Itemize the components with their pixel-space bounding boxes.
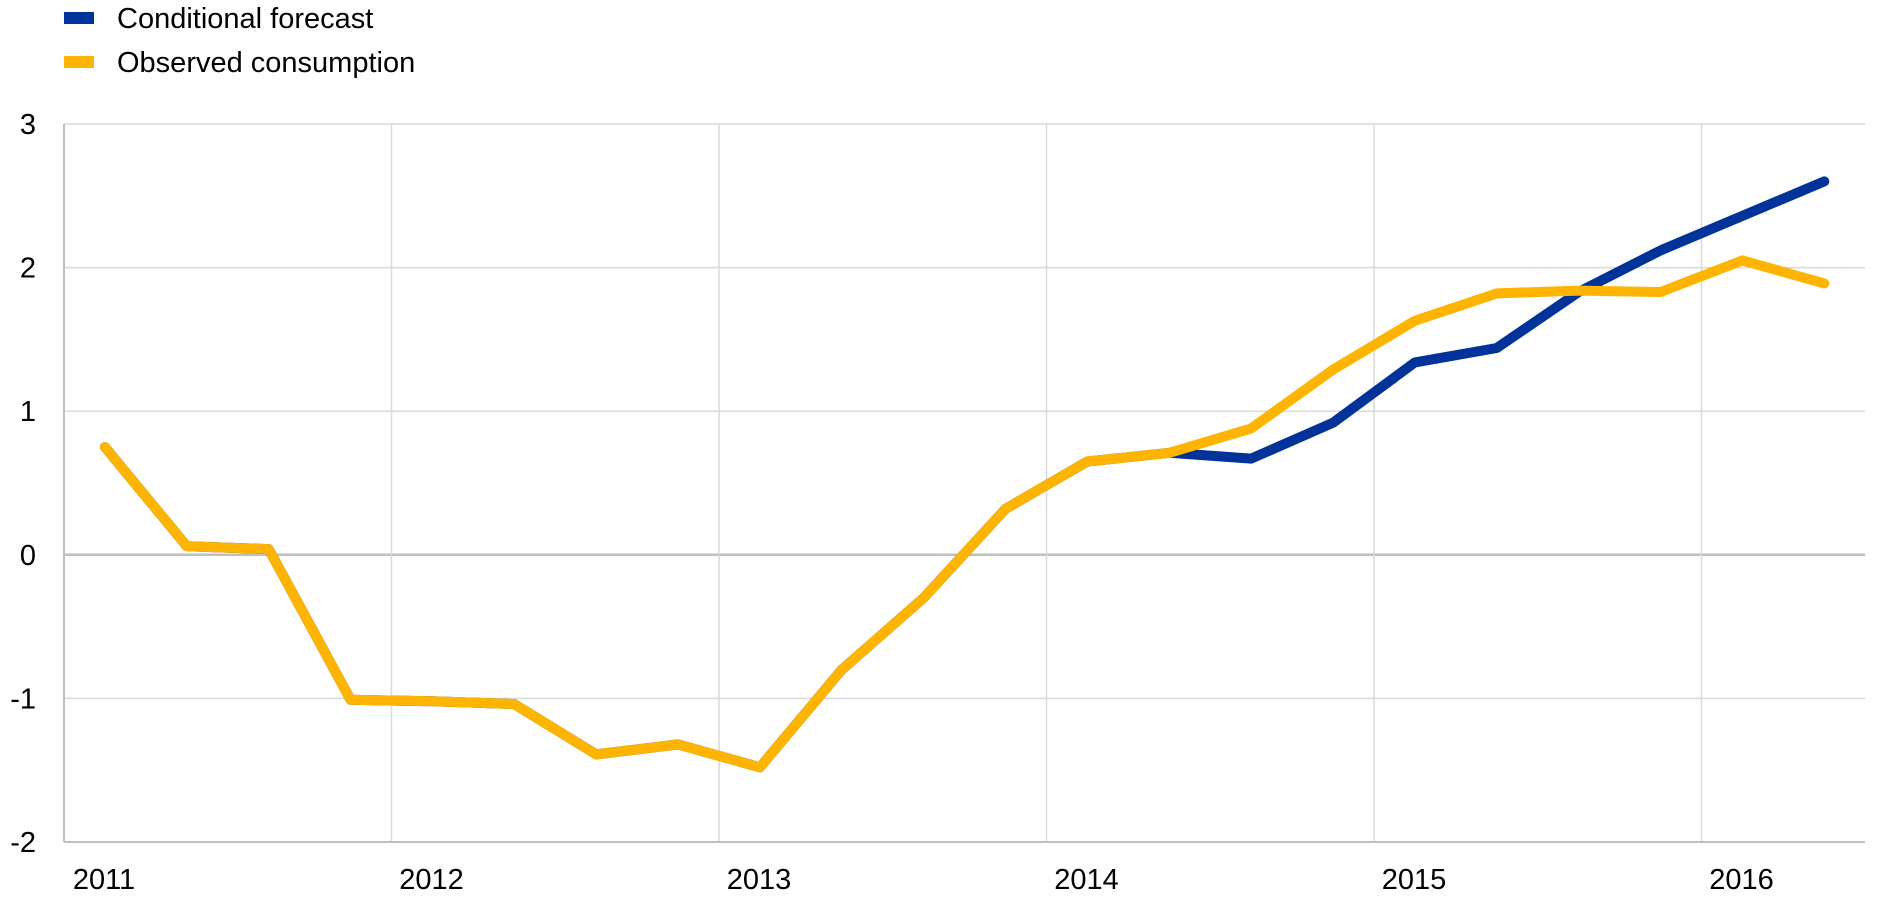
- y-tick-label: 2: [20, 253, 36, 285]
- x-tick-label: 2015: [1382, 864, 1447, 896]
- legend: Conditional forecast Observed consumption: [64, 3, 415, 79]
- x-tick-label: 2013: [727, 864, 792, 896]
- x-axis-ticks: 2011 2012 2013 2014 2015 2016: [73, 864, 1774, 896]
- y-tick-label: -2: [10, 827, 36, 859]
- series-lines: [99, 176, 1830, 773]
- y-tick-label: 0: [20, 540, 36, 572]
- y-tick-label: -1: [10, 683, 36, 715]
- y-tick-label: 3: [20, 109, 36, 141]
- y-axis-ticks: 3 2 1 0 -1 -2: [10, 109, 36, 859]
- x-tick-label: 2011: [73, 864, 135, 896]
- y-tick-label: 1: [20, 396, 36, 428]
- grid: [63, 123, 1865, 843]
- legend-label: Conditional forecast: [117, 3, 373, 35]
- legend-swatch: [64, 12, 94, 24]
- series-line-observed-consumption: [99, 255, 1830, 773]
- legend-swatch: [64, 56, 94, 68]
- legend-label: Observed consumption: [117, 47, 415, 79]
- series-line-conditional-forecast: [99, 176, 1830, 773]
- x-tick-label: 2016: [1709, 864, 1774, 896]
- x-tick-label: 2012: [399, 864, 464, 896]
- x-tick-label: 2014: [1054, 864, 1119, 896]
